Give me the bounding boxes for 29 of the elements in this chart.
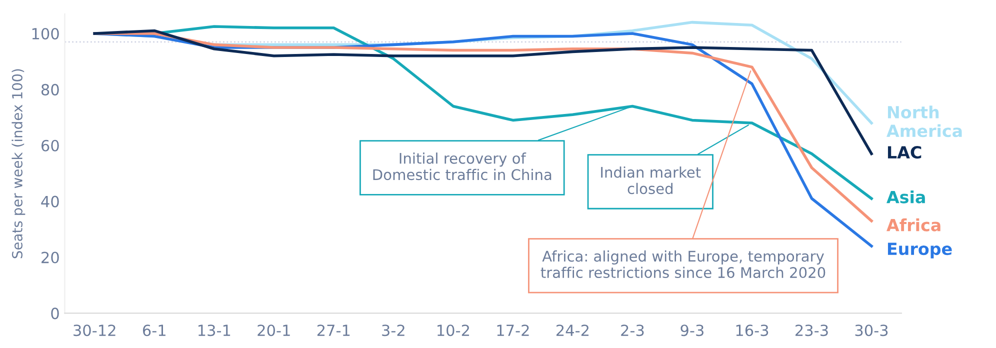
y-tick-label: 60 [42,140,59,152]
y-tick-label: 80 [41,84,59,96]
annotation: Africa: aligned with Europe, temporary traffic restrictions since 16 March 2020 [540,250,826,278]
x-tick-label: 10-2 [438,324,469,336]
x-tick-label: 30-3 [855,324,888,336]
x-tick-label: 27-1 [317,324,350,336]
annotation: Initial recovery of Domestic traffic in China [373,152,552,180]
y-axis-title: Seats per week (index 100) [12,69,26,258]
x-tick-label: 3-2 [382,324,404,336]
y-tick-label: 0 [51,308,59,320]
series-label: Africa [886,218,940,232]
annotation: Indian market closed [601,166,701,194]
x-tick-label: 13-1 [198,324,230,336]
x-tick-label: 16-3 [736,324,768,336]
series-label: North America [886,106,962,138]
x-tick-label: 23-3 [796,324,828,336]
y-tick-label: 40 [41,196,59,208]
y-tick-label: 20 [42,252,59,264]
x-tick-label: 30-12 [74,324,116,336]
x-tick-label: 17-2 [497,324,529,336]
series-label: LAC [888,146,922,159]
x-tick-label: 6-1 [142,324,166,336]
x-tick-label: 9-3 [680,324,704,336]
x-tick-label: 24-2 [556,324,589,336]
series-label: Asia [886,190,925,204]
x-tick-label: 20-1 [258,324,290,336]
series-label: Europe [888,242,952,258]
x-tick-label: 2-3 [621,324,644,336]
y-tick-label: 100 [32,28,59,40]
